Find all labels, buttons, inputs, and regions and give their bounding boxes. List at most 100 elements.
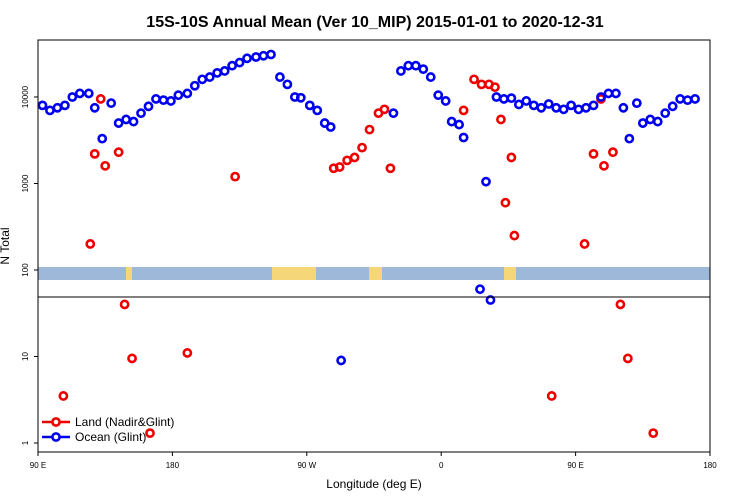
data-point	[631, 98, 642, 109]
data-point	[89, 148, 100, 159]
x-tick-label: 180	[703, 461, 717, 470]
data-point	[475, 284, 485, 295]
data-point	[551, 102, 562, 113]
data-point	[67, 92, 78, 102]
data-point	[388, 108, 399, 119]
data-point	[59, 100, 70, 111]
data-point	[385, 163, 396, 174]
x-tick-label: 180	[166, 461, 180, 470]
data-point	[458, 105, 469, 116]
plot-frame	[37, 39, 711, 453]
y-tick-label: 10	[21, 352, 30, 361]
data-point	[166, 96, 176, 106]
data-point	[219, 66, 230, 76]
data-point	[624, 133, 635, 144]
data-point	[682, 95, 693, 106]
data-point	[433, 90, 444, 101]
data-point	[536, 102, 547, 113]
data-point	[418, 64, 429, 75]
data-point	[242, 53, 252, 64]
data-point	[596, 92, 606, 102]
data-point	[509, 230, 520, 241]
data-point	[151, 94, 161, 104]
land-indonesia	[369, 267, 382, 280]
y-tick-label: 100	[21, 263, 30, 277]
data-point	[204, 72, 215, 82]
data-point	[97, 133, 108, 144]
data-point	[113, 147, 124, 158]
data-point	[660, 108, 671, 119]
data-point	[230, 171, 241, 182]
data-point	[608, 147, 618, 158]
data-point	[618, 102, 629, 113]
data-point	[615, 299, 626, 310]
data-point	[454, 119, 465, 130]
data-point	[481, 176, 491, 187]
data-point	[357, 142, 367, 153]
data-point	[304, 100, 315, 111]
data-points	[37, 49, 700, 439]
data-point	[158, 95, 169, 106]
x-axis: 90 E 180 90 W 0 90 E 180	[30, 452, 717, 470]
data-point	[543, 99, 554, 109]
legend-marker	[51, 417, 61, 427]
data-point	[143, 101, 154, 112]
data-point	[506, 93, 517, 104]
data-point	[127, 353, 137, 364]
data-point	[506, 152, 517, 163]
x-axis-title: Longitude (deg E)	[326, 477, 421, 491]
x-tick-label: 90 W	[297, 461, 316, 470]
x-tick-label: 90 E	[30, 461, 46, 470]
data-point	[496, 114, 506, 125]
data-point	[89, 102, 100, 113]
data-point	[119, 299, 130, 310]
chart-title: 15S-10S Annual Mean (Ver 10_MIP) 2015-01…	[146, 14, 604, 31]
data-point	[295, 92, 306, 103]
data-point	[490, 82, 500, 93]
data-point	[212, 67, 223, 78]
data-point	[342, 155, 353, 166]
data-point	[52, 102, 63, 113]
data-point	[573, 104, 584, 115]
data-point	[458, 132, 469, 143]
data-point	[469, 74, 479, 85]
data-point	[325, 122, 336, 132]
data-point	[622, 353, 633, 364]
data-point	[410, 60, 421, 71]
data-point	[145, 428, 155, 439]
data-point	[440, 96, 451, 106]
data-point	[579, 239, 590, 249]
data-point	[648, 428, 659, 439]
y-axis: 1 10 100 1000 10000	[21, 85, 38, 445]
data-point	[349, 152, 360, 163]
data-point	[379, 104, 390, 115]
data-point	[189, 80, 200, 91]
data-point	[45, 105, 55, 116]
data-point	[74, 88, 85, 99]
y-tick-label: 1	[21, 440, 30, 445]
land-south-america	[272, 267, 316, 280]
x-tick-label: 0	[439, 461, 444, 470]
y-tick-label: 1000	[21, 174, 30, 192]
y-axis-title: N Total	[0, 227, 12, 264]
data-point	[588, 100, 599, 111]
data-point	[312, 105, 323, 116]
data-point	[645, 114, 656, 125]
data-point	[334, 162, 345, 172]
data-point	[581, 102, 591, 113]
data-point	[521, 96, 532, 106]
data-point	[266, 49, 276, 60]
data-point	[491, 92, 502, 102]
data-point	[395, 66, 406, 76]
data-point	[425, 72, 436, 82]
data-point	[251, 52, 261, 62]
data-point	[173, 90, 184, 101]
data-point	[558, 104, 569, 115]
land-sea-band	[38, 267, 710, 280]
data-point	[546, 391, 557, 401]
data-point	[364, 124, 375, 135]
legend-marker	[51, 432, 61, 442]
data-point	[500, 197, 511, 208]
data-point	[528, 100, 539, 111]
